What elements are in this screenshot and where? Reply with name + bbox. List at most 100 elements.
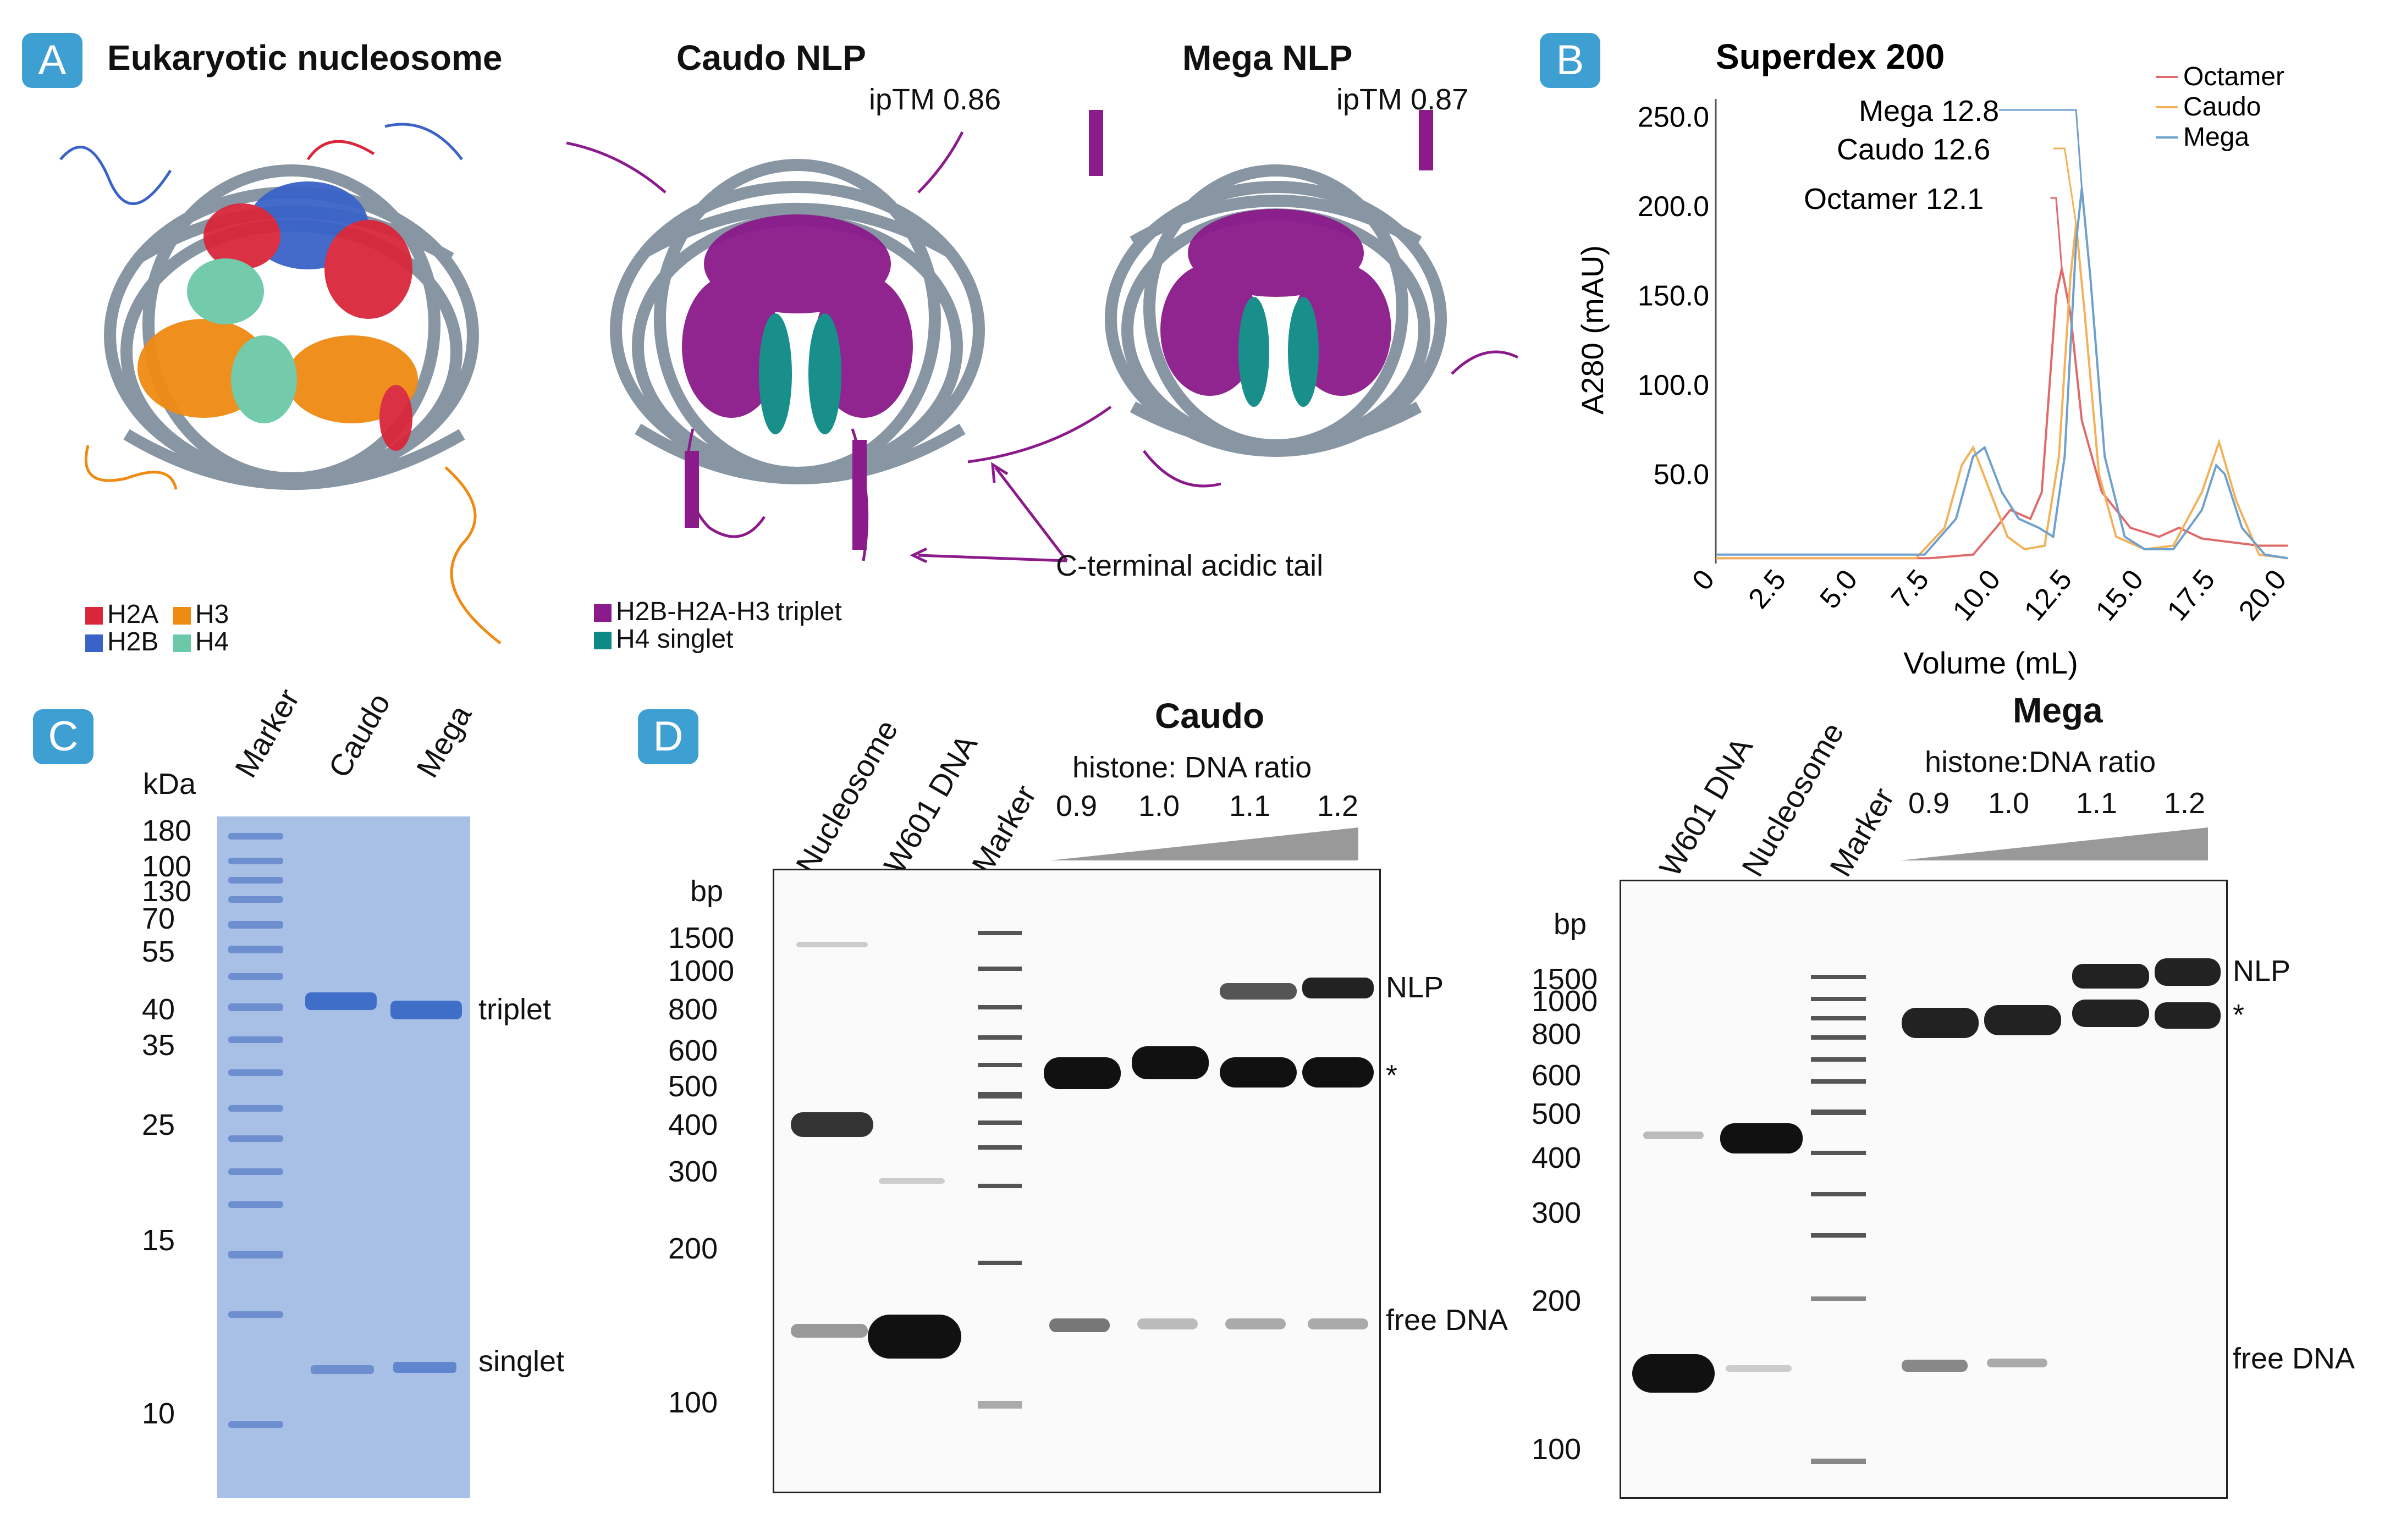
legend-h4: H4 bbox=[173, 627, 229, 657]
x-tick-label: 0 bbox=[1686, 564, 1721, 596]
lane-mega-c: Mega bbox=[409, 699, 478, 783]
mega-emsa-gel bbox=[1620, 880, 2228, 1499]
sds-ladder-tick-9: 10 bbox=[142, 1397, 175, 1430]
mega-bp-label: bp bbox=[1554, 908, 1587, 941]
mega-ladder-tick-6: 300 bbox=[1532, 1196, 1582, 1229]
x-tick-label: 5.0 bbox=[1814, 564, 1864, 615]
annot-mega: Mega 12.8 bbox=[1859, 95, 1999, 128]
x-tick-label: 17.5 bbox=[2161, 564, 2221, 627]
sds-ladder-tick-3: 70 bbox=[142, 902, 175, 935]
sds-ladder-tick-2: 130 bbox=[142, 875, 192, 908]
caudo-star-label: * bbox=[1386, 1059, 1398, 1092]
caudo-ladder-tick-7: 200 bbox=[668, 1232, 718, 1265]
caudo-nlp-structure bbox=[566, 131, 985, 561]
caudo-emsa-gel bbox=[773, 869, 1381, 1493]
nucleosome-title: Eukaryotic nucleosome bbox=[107, 38, 503, 78]
sds-ladder-tick-4: 55 bbox=[142, 935, 175, 968]
mega-gel-title: Mega bbox=[2013, 691, 2103, 730]
annotation-leader-0 bbox=[1998, 109, 2083, 189]
panel-c-badge: C bbox=[33, 709, 93, 764]
caudo-gel-bands bbox=[791, 931, 1374, 1409]
caudo-ratio-0: 0.9 bbox=[1056, 790, 1098, 823]
legend-label-caudo: Caudo bbox=[2183, 92, 2261, 122]
chart-title: Superdex 200 bbox=[1716, 37, 1945, 76]
superdex-chart: Superdex 200 A280 (mAU) Volume (mL) 50.0… bbox=[1575, 37, 2293, 680]
mega-star-label: * bbox=[2233, 998, 2245, 1031]
mega-ratio-label: histone:DNA ratio bbox=[1925, 746, 2156, 779]
caudo-ladder-tick-0: 1500 bbox=[668, 921, 735, 954]
x-tick-label: 15.0 bbox=[2090, 564, 2150, 627]
h4-swatch bbox=[173, 634, 191, 653]
y-tick-label: 250.0 bbox=[1638, 102, 1709, 134]
legend-label-mega: Mega bbox=[2183, 123, 2249, 152]
y-tick-label: 200.0 bbox=[1638, 191, 1709, 223]
mega-ladder-tick-3: 600 bbox=[1532, 1059, 1582, 1092]
y-tick-label: 50.0 bbox=[1654, 459, 1709, 491]
band-singlet-label: singlet bbox=[478, 1345, 565, 1378]
caudo-ratio-label: histone: DNA ratio bbox=[1072, 751, 1312, 784]
series-line-mega bbox=[1716, 188, 2288, 560]
mega-ladder-tick-0: 1500 bbox=[1532, 963, 1598, 996]
mega-ratio-0: 0.9 bbox=[1908, 787, 1950, 820]
mega-ladder-tick-5: 400 bbox=[1532, 1141, 1582, 1174]
mega-ladder-tick-4: 500 bbox=[1532, 1097, 1582, 1130]
mega-free-dna-label: free DNA bbox=[2233, 1342, 2355, 1375]
caudo-ratio-1: 1.0 bbox=[1138, 790, 1180, 823]
h2a-swatch bbox=[85, 607, 103, 625]
legend-h4-label: H4 bbox=[195, 627, 229, 656]
sds-page-gel bbox=[217, 816, 470, 1498]
lane-marker-mega: Marker bbox=[1822, 782, 1901, 882]
mega-ratio-3: 1.2 bbox=[2164, 787, 2206, 820]
series-line-caudo bbox=[1716, 224, 2288, 560]
legend-h2b: H2B bbox=[85, 627, 158, 657]
legend-h3-label: H3 bbox=[195, 600, 229, 629]
caudo-ladder-tick-3: 600 bbox=[668, 1034, 718, 1067]
caudo-ladder-tick-2: 800 bbox=[668, 993, 718, 1026]
c-terminal-tail-label: C-terminal acidic tail bbox=[1056, 549, 1324, 582]
iptm-mega: ipTM 0.87 bbox=[1336, 83, 1469, 116]
peak-annotations: Mega 12.8 Caudo 12.6 Octamer 12.1 bbox=[1804, 95, 1999, 216]
caudo-ladder-tick-8: 100 bbox=[668, 1386, 718, 1419]
mega-ladder-tick-7: 200 bbox=[1532, 1284, 1582, 1317]
x-tick-label: 2.5 bbox=[1742, 564, 1792, 615]
caudo-ladder-tick-6: 300 bbox=[668, 1155, 718, 1188]
legend-h3: H3 bbox=[173, 599, 229, 630]
x-tick-label: 20.0 bbox=[2233, 564, 2293, 627]
legend-h2a: H2A bbox=[85, 599, 158, 630]
annotation-leader-1 bbox=[2053, 147, 2077, 224]
mega-nlp-structure bbox=[968, 110, 1518, 488]
caudo-ladder-tick-1: 1000 bbox=[668, 954, 735, 987]
y-tick-label: 150.0 bbox=[1638, 280, 1709, 312]
caudo-nlp-label: NLP bbox=[1386, 971, 1444, 1004]
mega-ladder-tick-2: 800 bbox=[1532, 1018, 1582, 1051]
mega-ratio-wedge bbox=[1900, 827, 2208, 860]
caudo-ratio-wedge bbox=[1050, 827, 1358, 860]
mega-ladder-tick-1: 1000 bbox=[1532, 985, 1598, 1018]
sds-ladder-tick-1: 100 bbox=[142, 850, 192, 883]
caudo-gel-title: Caudo bbox=[1155, 696, 1265, 736]
iptm-caudo: ipTM 0.86 bbox=[869, 83, 1001, 116]
lane-marker-caudo: Marker bbox=[965, 779, 1043, 880]
triplet-swatch bbox=[594, 604, 612, 622]
caudo-ladder-tick-4: 500 bbox=[668, 1070, 718, 1103]
annot-octamer: Octamer 12.1 bbox=[1804, 183, 1984, 216]
sds-ladder-tick-5: 40 bbox=[142, 993, 175, 1026]
legend-h2a-label: H2A bbox=[107, 600, 159, 629]
caudo-bp-label: bp bbox=[690, 875, 724, 908]
mega-nlp-label: NLP bbox=[2233, 954, 2291, 987]
singlet-swatch bbox=[594, 632, 612, 650]
caudo-ratio-2: 1.1 bbox=[1229, 790, 1271, 823]
mega-ladder-tick-8: 100 bbox=[1532, 1433, 1582, 1466]
h2b-swatch bbox=[85, 634, 103, 653]
band-triplet-label: triplet bbox=[478, 993, 552, 1026]
sds-ladder-tick-7: 25 bbox=[142, 1108, 175, 1141]
legend-singlet: H4 singlet bbox=[594, 624, 733, 654]
caudo-free-dna-label: free DNA bbox=[1386, 1304, 1508, 1337]
caudo-ladder-tick-5: 400 bbox=[668, 1108, 718, 1141]
mega-nlp-title: Mega NLP bbox=[1182, 38, 1353, 78]
y-tick-label: 100.0 bbox=[1638, 369, 1709, 401]
caudo-ratio-3: 1.2 bbox=[1317, 790, 1359, 823]
h3-swatch bbox=[173, 607, 191, 625]
panel-d-badge: D bbox=[638, 709, 698, 764]
